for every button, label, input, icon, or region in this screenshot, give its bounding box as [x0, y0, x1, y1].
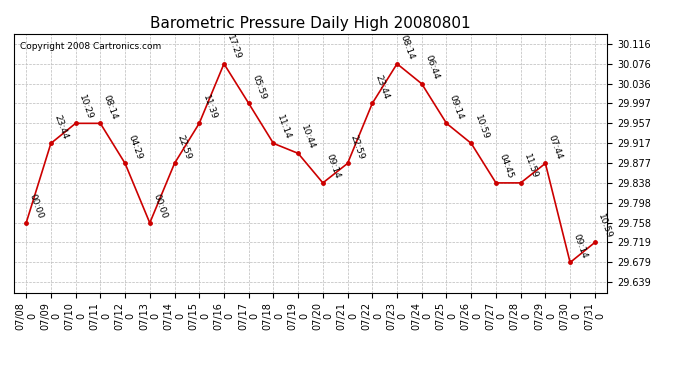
Title: Barometric Pressure Daily High 20080801: Barometric Pressure Daily High 20080801 [150, 16, 471, 31]
Text: 09:14: 09:14 [324, 153, 342, 180]
Text: 06:44: 06:44 [423, 54, 440, 81]
Text: 23:44: 23:44 [374, 74, 391, 100]
Text: 00:00: 00:00 [151, 193, 168, 220]
Text: 10:44: 10:44 [299, 123, 317, 151]
Text: 07:44: 07:44 [546, 134, 564, 160]
Text: 04:45: 04:45 [497, 153, 515, 180]
Text: 09:14: 09:14 [571, 232, 589, 260]
Text: 04:29: 04:29 [126, 134, 144, 160]
Text: 05:59: 05:59 [250, 73, 268, 100]
Text: 11:59: 11:59 [522, 153, 540, 180]
Text: 00:00: 00:00 [28, 193, 45, 220]
Text: 08:14: 08:14 [398, 34, 415, 61]
Text: 10:59: 10:59 [596, 212, 613, 240]
Text: Copyright 2008 Cartronics.com: Copyright 2008 Cartronics.com [20, 42, 161, 51]
Text: 11:39: 11:39 [201, 93, 218, 120]
Text: 23:44: 23:44 [52, 114, 70, 141]
Text: 11:14: 11:14 [275, 113, 292, 141]
Text: 08:14: 08:14 [101, 93, 119, 120]
Text: 22:59: 22:59 [349, 134, 366, 160]
Text: 09:14: 09:14 [448, 93, 465, 120]
Text: 10:29: 10:29 [77, 93, 95, 120]
Text: 17:29: 17:29 [226, 34, 243, 61]
Text: 10:59: 10:59 [473, 113, 490, 141]
Text: 22:59: 22:59 [176, 134, 193, 160]
